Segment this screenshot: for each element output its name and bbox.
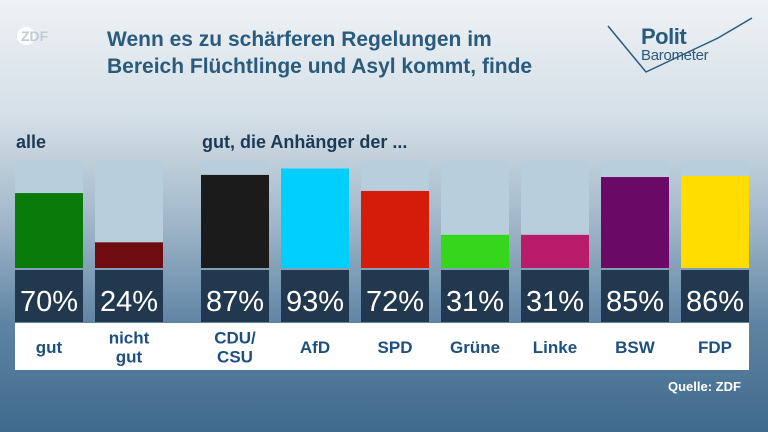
zdf-logo-text: ZDF — [21, 28, 49, 44]
category-label: BSW — [615, 338, 656, 357]
bar — [441, 234, 509, 268]
category-label: CSU — [217, 348, 253, 367]
data-label: 24% — [100, 286, 158, 318]
category-label: SPD — [378, 338, 413, 357]
category-band — [15, 323, 749, 370]
data-label: 31% — [526, 286, 584, 318]
category-label: CDU/ — [214, 329, 256, 348]
category-label: Grüne — [450, 338, 500, 357]
chart-title: Wenn es zu schärferen Regelungen im Bere… — [107, 28, 533, 78]
bar — [521, 234, 589, 268]
value-label-background — [521, 270, 589, 322]
category-label: gut — [36, 338, 63, 357]
value-label-background — [441, 270, 509, 322]
category-label: Linke — [533, 338, 577, 357]
value-label-background — [681, 270, 749, 322]
data-label: 31% — [446, 286, 504, 318]
bar — [15, 193, 83, 268]
group-label-party-supporters: gut, die Anhänger der ... — [202, 132, 408, 152]
data-label: 93% — [286, 286, 344, 318]
value-label-background — [281, 270, 349, 322]
category-label: nicht — [109, 329, 150, 348]
bar — [281, 168, 349, 268]
data-label: 86% — [686, 286, 744, 318]
value-label-background — [361, 270, 429, 322]
bar — [361, 190, 429, 268]
zdf-logo: ZDF — [17, 27, 49, 45]
data-label: 87% — [206, 286, 264, 318]
category-label: FDP — [698, 338, 732, 357]
bar — [201, 174, 269, 268]
category-label: gut — [116, 348, 143, 367]
data-label: 72% — [366, 286, 424, 318]
data-label: 85% — [606, 286, 664, 318]
source-note: Quelle: ZDF — [668, 379, 741, 394]
politbarometer-logo-line2: Barometer — [641, 47, 709, 64]
value-label-background — [15, 270, 83, 322]
bar — [95, 242, 163, 268]
politbarometer-logo-graphic — [607, 17, 753, 73]
bar — [601, 177, 669, 268]
value-label-background — [201, 270, 269, 322]
value-label-background — [601, 270, 669, 322]
bar — [681, 175, 749, 268]
data-label: 70% — [20, 286, 78, 318]
value-label-background — [95, 270, 163, 322]
category-label: AfD — [300, 338, 330, 357]
group-label-all: alle — [16, 132, 47, 152]
politbarometer-logo-line1: Polit — [641, 24, 687, 49]
